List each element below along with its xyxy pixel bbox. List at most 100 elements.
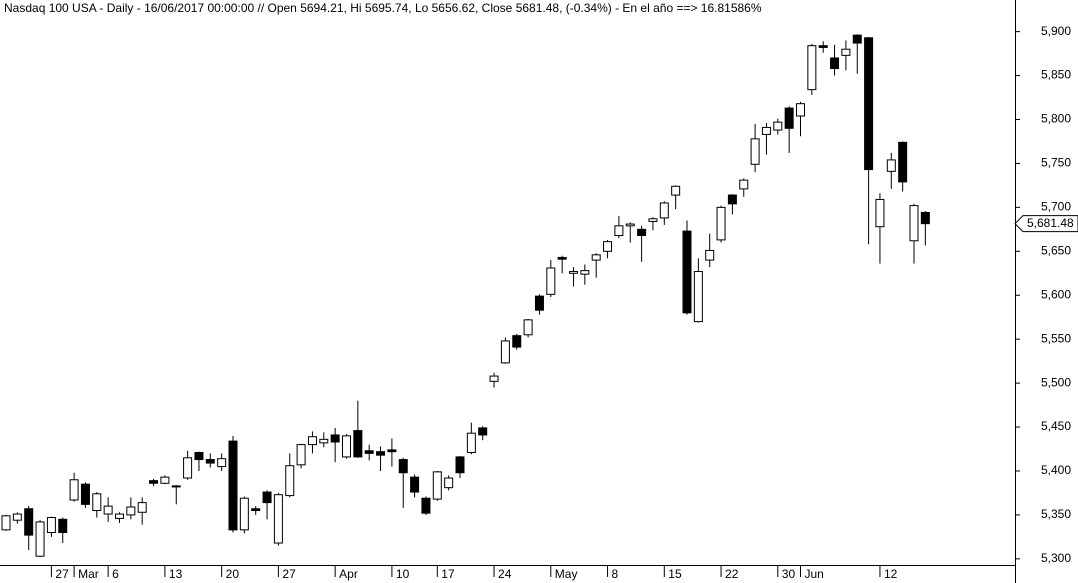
x-tick-label: 24 — [498, 567, 512, 581]
y-tick-label: 5,400 — [1041, 463, 1071, 477]
x-tick-label: 20 — [226, 567, 240, 581]
y-tick-label: 5,350 — [1041, 507, 1071, 521]
y-tick-label: 5,550 — [1041, 331, 1071, 345]
candle-body — [512, 335, 522, 348]
candle-body — [557, 256, 567, 260]
candle-body — [228, 440, 238, 531]
candle-body — [886, 159, 896, 172]
candle-body — [478, 427, 488, 436]
candle-body — [319, 438, 329, 444]
candle-body — [818, 45, 828, 48]
x-tick-label: 22 — [725, 567, 739, 581]
candle-body — [364, 450, 374, 454]
x-tick-label: 13 — [169, 567, 183, 581]
candle-body — [455, 456, 465, 474]
candle-body — [149, 480, 159, 484]
x-tick-label: 30 — [782, 567, 796, 581]
candle-body — [273, 494, 283, 544]
candle-body — [864, 37, 874, 171]
candle-body — [500, 340, 510, 364]
candle-body — [727, 194, 737, 205]
candle-body — [194, 452, 204, 461]
y-tick-label: 5,600 — [1041, 287, 1071, 301]
candle-body — [875, 198, 885, 228]
candle-body — [115, 513, 124, 519]
candle-body — [852, 34, 862, 44]
candle-body — [376, 451, 386, 456]
candle-body — [1, 515, 11, 531]
candle-body — [262, 491, 272, 504]
x-tick-label: Mar — [78, 567, 99, 581]
x-tick-label: 12 — [884, 567, 898, 581]
candle-body — [342, 435, 351, 458]
candle-body — [12, 513, 22, 521]
candle-body — [546, 267, 556, 295]
candle-body — [387, 449, 397, 453]
candle-body — [603, 241, 613, 252]
x-tick-label: 27 — [55, 567, 69, 581]
candle-body — [671, 185, 681, 196]
candle-body — [239, 497, 249, 531]
candle-body — [160, 476, 170, 484]
candle-body — [807, 45, 817, 91]
candle-body — [489, 375, 499, 382]
x-tick-label: 17 — [441, 567, 455, 581]
candle-body — [569, 271, 578, 274]
candle-body — [171, 485, 181, 488]
candle-body — [285, 465, 295, 497]
y-tick-label: 5,700 — [1041, 200, 1071, 214]
y-tick-label: 5,450 — [1041, 419, 1071, 433]
candle-body — [580, 270, 590, 275]
x-tick-label: 15 — [668, 567, 682, 581]
candle-body — [693, 271, 703, 323]
candle-body — [523, 319, 533, 336]
x-tick-label: Jun — [805, 567, 824, 581]
x-tick-label: 27 — [282, 567, 296, 581]
last-price-label: 5,681.48 — [1027, 216, 1074, 230]
candle-body — [35, 521, 45, 557]
candle-body — [648, 218, 658, 222]
candle-body — [398, 459, 408, 474]
candle-body — [625, 223, 635, 227]
candle-body — [205, 459, 215, 464]
candle-body — [614, 225, 624, 236]
candle-body — [773, 121, 783, 131]
candle-body — [421, 497, 431, 514]
candle-body — [466, 432, 476, 454]
candle-body — [126, 506, 136, 516]
candle-body — [92, 493, 102, 512]
chart-title: Nasdaq 100 USA - Daily - 16/06/2017 00:0… — [4, 1, 762, 15]
candle-body — [637, 228, 647, 236]
candle-body — [307, 436, 317, 446]
x-tick-label: 8 — [612, 567, 619, 581]
x-tick-label: 10 — [396, 567, 410, 581]
candle-body — [46, 517, 56, 533]
candle-body — [796, 103, 805, 117]
candle-body — [251, 508, 261, 512]
candle-body — [410, 476, 420, 493]
candle-body — [716, 206, 726, 241]
candle-body — [750, 138, 760, 165]
candle-body — [444, 477, 454, 489]
candle-body — [591, 254, 601, 261]
candle-body — [659, 202, 669, 219]
x-tick-label: Apr — [339, 567, 358, 581]
candle-body — [909, 205, 919, 242]
candle-body — [69, 479, 79, 501]
candle-body — [830, 57, 840, 70]
x-tick-label: May — [555, 567, 578, 581]
x-tick-label: 6 — [112, 567, 119, 581]
y-tick-label: 5,500 — [1041, 375, 1071, 389]
y-tick-label: 5,750 — [1041, 156, 1071, 170]
candle-body — [761, 126, 771, 135]
y-tick-label: 5,900 — [1041, 24, 1071, 38]
candle-body — [58, 518, 68, 533]
last-price-marker — [1014, 215, 1078, 233]
candle-body — [705, 249, 715, 261]
candle-body — [784, 107, 794, 129]
candle-body — [80, 483, 90, 505]
y-tick-label: 5,800 — [1041, 112, 1071, 126]
candle-body — [682, 230, 692, 314]
